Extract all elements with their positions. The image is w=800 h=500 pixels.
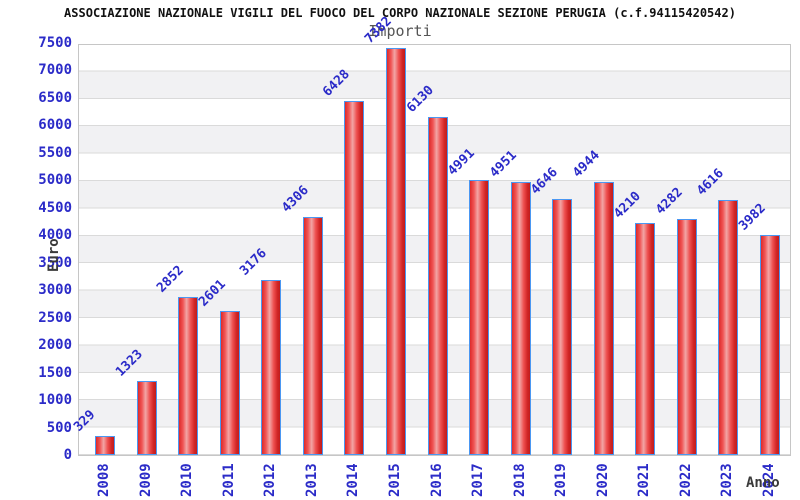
y-tick-label: 2500 [38,309,72,326]
y-tick-label: 7500 [38,35,72,51]
x-tick-label: 2014 [345,463,362,497]
bar-2010 [178,297,199,455]
bar-2019 [552,198,573,455]
bar-2012 [261,279,282,455]
y-tick-label: 3000 [38,282,72,299]
y-tick-label: 2000 [38,337,72,354]
bar-2008 [95,435,115,455]
x-tick-label: 2013 [303,463,320,497]
x-tick-label: 2009 [137,463,154,497]
x-tick-label: 2008 [96,463,112,497]
x-tick-label: 2015 [386,463,403,497]
chart-title: ASSOCIAZIONE NAZIONALE VIGILI DEL FUOCO … [64,6,736,20]
bar-2020 [593,182,614,455]
y-tick-label: 1500 [38,364,72,381]
bar-2011 [219,311,240,455]
x-tick-label: 2021 [636,463,653,497]
x-tick-label: 2019 [553,463,570,497]
x-tick-label: 2016 [428,463,445,497]
x-axis-title: Anno [746,475,780,491]
y-tick-label: 5000 [38,172,72,189]
x-tick-label: 2022 [677,463,694,497]
chart-subtitle: Importi [368,22,432,40]
bar-2024 [760,235,780,455]
x-tick-label: 2020 [594,463,611,497]
bar-2023 [718,200,739,455]
bar-2022 [676,218,697,455]
plot-area [78,44,791,456]
y-tick-label: 4500 [38,199,72,216]
y-tick-label: 3500 [38,254,72,271]
y-tick-label: 0 [63,447,72,463]
bar-2021 [635,222,656,455]
y-tick-label: 5500 [38,144,72,161]
x-tick-label: 2023 [719,463,736,497]
bar-2016 [427,117,448,455]
bar-2014 [344,100,365,455]
bar-2018 [510,182,531,455]
x-tick-label: 2017 [470,463,487,497]
y-tick-label: 500 [46,419,72,436]
x-tick-label: 2018 [511,463,528,497]
y-tick-label: 4000 [38,227,72,244]
x-tick-label: 2012 [262,463,279,497]
x-tick-label: 2011 [220,463,237,497]
y-tick-label: 7000 [38,62,72,79]
y-tick-label: 6000 [38,117,72,134]
bar-2017 [469,179,490,455]
y-tick-label: 6500 [38,89,72,106]
bar-2015 [385,48,406,455]
bar-2009 [136,381,157,455]
y-tick-label: 1000 [38,392,72,409]
y-axis-title: Euro [46,238,62,272]
x-tick-label: 2010 [179,463,196,497]
bar-2013 [302,217,323,455]
